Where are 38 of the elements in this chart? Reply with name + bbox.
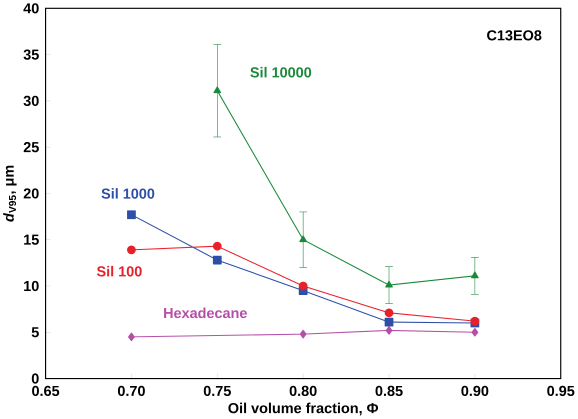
y-tick-label: 5 [32,327,39,338]
point [212,242,222,251]
y-tick-label: 30 [24,96,39,106]
x-tick-label: 0.80 [290,386,317,396]
point [384,308,394,318]
y-tick-label: 0 [32,374,39,384]
point [471,272,479,278]
point [471,328,478,337]
x-axis-title: Oil volume fraction, Φ [228,402,378,416]
x-tick-label: 0.65 [32,386,60,396]
point [212,256,222,265]
y-axis-title: d$_{V95}$, μm [3,166,17,222]
y-tick-label: 15 [24,234,39,245]
text: Sil 10000 [250,67,312,78]
series-label: Sil 1000 [102,188,154,199]
x-tick-label: 0.85 [376,386,403,396]
annotation: C13EO8 [487,30,542,41]
point [384,318,394,327]
x-tick-label: 0.70 [118,386,145,396]
point [127,210,136,220]
point [299,236,308,242]
y-tick-label: 35 [24,50,39,60]
point [213,86,222,94]
y-tick-label: 40 [23,3,39,14]
y-tick-label: 10 [24,281,39,292]
x-tick-label: 0.95 [547,386,574,396]
point [298,282,308,291]
series-label: Hexadecane [164,308,247,318]
y-tick-label: 20 [24,188,39,199]
point [127,246,136,254]
point [300,330,307,339]
y-tick-label: 25 [24,142,39,152]
point [385,280,393,288]
point [128,332,135,342]
series-label: Sil 100 [96,266,142,277]
x-tick-label: 0.90 [461,386,488,396]
point [386,326,392,336]
x-tick-label: 0.75 [204,386,231,396]
